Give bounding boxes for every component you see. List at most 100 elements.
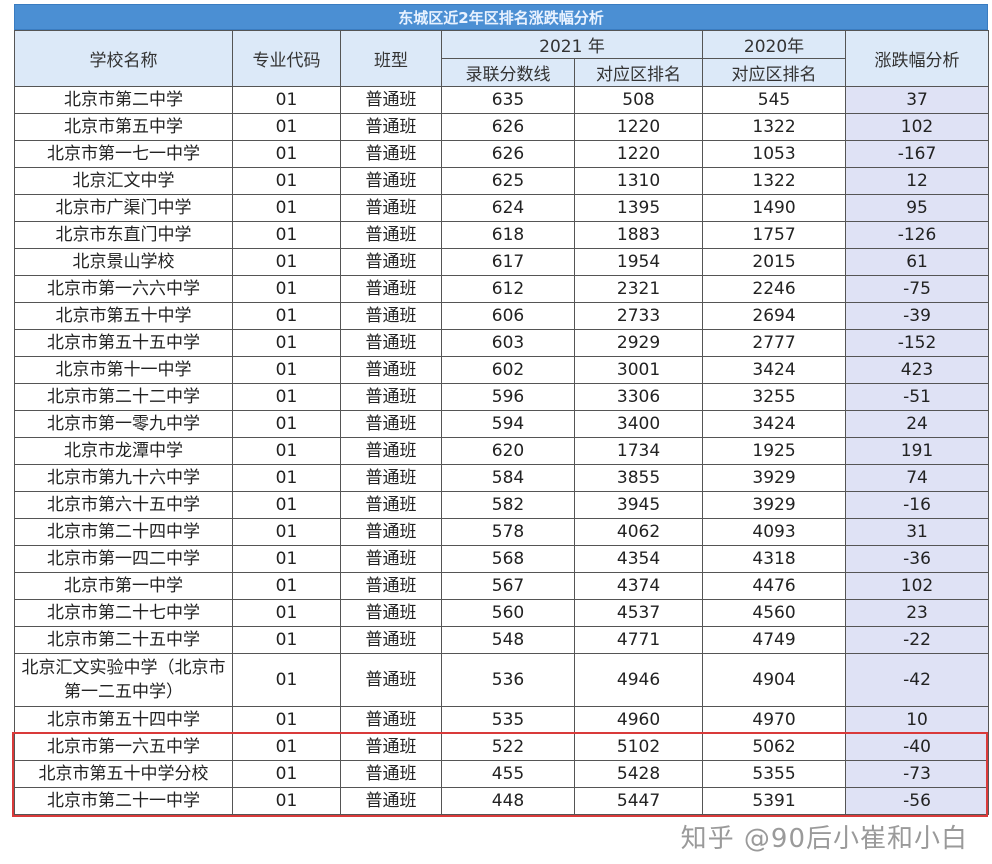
cell-change: -126 (845, 221, 990, 249)
cell-change: 23 (845, 599, 990, 627)
cell-school: 北京市第五十中学 (14, 302, 233, 330)
ranking-table: 学校名称 专业代码 班型 2021 年 2020年 涨跌幅分析 录联分数线 对应… (14, 30, 990, 815)
cell-change: -40 (845, 733, 990, 761)
cell-rank-2020: 4476 (702, 572, 847, 600)
cell-class-type: 普通班 (340, 275, 442, 303)
cell-rank-2021: 4771 (573, 626, 704, 654)
cell-school: 北京市龙潭中学 (14, 437, 233, 465)
cell-school: 北京市广渠门中学 (14, 194, 233, 222)
cell-code: 01 (232, 518, 341, 546)
cell-rank-2020: 3929 (702, 491, 847, 519)
cell-rank-2021: 4062 (573, 518, 704, 546)
cell-code: 01 (232, 383, 341, 411)
cell-rank-2020: 1053 (702, 140, 847, 168)
cell-class-type: 普通班 (340, 491, 442, 519)
table-row: 北京市东直门中学 01 普通班 618 1883 1757 -126 (14, 221, 990, 249)
cell-change: 12 (845, 167, 990, 195)
cell-score: 602 (441, 356, 575, 384)
cell-rank-2020: 1757 (702, 221, 847, 249)
cell-class-type: 普通班 (340, 113, 442, 141)
cell-score: 455 (441, 760, 575, 788)
cell-rank-2021: 5102 (573, 733, 704, 761)
cell-code: 01 (232, 248, 341, 276)
table-row: 北京市第五十四中学 01 普通班 535 4960 4970 10 (14, 706, 990, 734)
cell-score: 618 (441, 221, 575, 249)
cell-school: 北京市第二十四中学 (14, 518, 233, 546)
cell-rank-2021: 1734 (573, 437, 704, 465)
cell-change: -152 (845, 329, 990, 357)
table-row: 北京市第五十五中学 01 普通班 603 2929 2777 -152 (14, 329, 990, 357)
cell-change: 74 (845, 464, 990, 492)
table-row: 北京市第一七一中学 01 普通班 626 1220 1053 -167 (14, 140, 990, 168)
cell-rank-2020: 5355 (702, 760, 847, 788)
cell-score: 596 (441, 383, 575, 411)
cell-school: 北京市东直门中学 (14, 221, 233, 249)
header-class-type: 班型 (340, 30, 442, 87)
cell-code: 01 (232, 545, 341, 573)
table-row: 北京市第五十中学 01 普通班 606 2733 2694 -39 (14, 302, 990, 330)
header-2020: 2020年 (702, 30, 847, 59)
cell-score: 624 (441, 194, 575, 222)
cell-change: -36 (845, 545, 990, 573)
ranking-table-container: 东城区近2年区排名涨跌幅分析 学校名称 专业代码 班型 2021 年 2020年… (14, 4, 990, 815)
cell-code: 01 (232, 437, 341, 465)
cell-change: 102 (845, 113, 990, 141)
cell-rank-2021: 1220 (573, 140, 704, 168)
table-row: 北京市第一四二中学 01 普通班 568 4354 4318 -36 (14, 545, 990, 573)
cell-class-type: 普通班 (340, 787, 442, 815)
table-row: 北京市第二十四中学 01 普通班 578 4062 4093 31 (14, 518, 990, 546)
cell-score: 560 (441, 599, 575, 627)
cell-rank-2020: 2246 (702, 275, 847, 303)
cell-rank-2021: 2321 (573, 275, 704, 303)
cell-class-type: 普通班 (340, 302, 442, 330)
cell-rank-2021: 5428 (573, 760, 704, 788)
header-score: 录联分数线 (441, 58, 575, 87)
cell-rank-2020: 4970 (702, 706, 847, 734)
cell-change: 24 (845, 410, 990, 438)
cell-rank-2020: 4093 (702, 518, 847, 546)
cell-score: 536 (441, 653, 575, 707)
cell-code: 01 (232, 356, 341, 384)
cell-code: 01 (232, 329, 341, 357)
table-row: 北京市第一中学 01 普通班 567 4374 4476 102 (14, 572, 990, 600)
cell-score: 626 (441, 140, 575, 168)
cell-rank-2021: 4354 (573, 545, 704, 573)
table-row: 北京市第五中学 01 普通班 626 1220 1322 102 (14, 113, 990, 141)
cell-change: -75 (845, 275, 990, 303)
cell-class-type: 普通班 (340, 464, 442, 492)
cell-score: 594 (441, 410, 575, 438)
cell-school: 北京市第一四二中学 (14, 545, 233, 573)
cell-school: 北京汇文实验中学（北京市第一二五中学） (14, 653, 233, 707)
cell-code: 01 (232, 221, 341, 249)
cell-class-type: 普通班 (340, 383, 442, 411)
cell-rank-2020: 2015 (702, 248, 847, 276)
cell-rank-2020: 5391 (702, 787, 847, 815)
cell-class-type: 普通班 (340, 167, 442, 195)
watermark: 知乎 @90后小崔和小白 (680, 824, 968, 854)
cell-school: 北京市第五十四中学 (14, 706, 233, 734)
cell-change: 102 (845, 572, 990, 600)
cell-school: 北京市第九十六中学 (14, 464, 233, 492)
table-row: 北京市第五十中学分校 01 普通班 455 5428 5355 -73 (14, 760, 990, 788)
cell-code: 01 (232, 194, 341, 222)
cell-rank-2021: 5447 (573, 787, 704, 815)
cell-code: 01 (232, 302, 341, 330)
cell-code: 01 (232, 572, 341, 600)
cell-rank-2021: 4946 (573, 653, 704, 707)
cell-rank-2020: 5062 (702, 733, 847, 761)
cell-code: 01 (232, 275, 341, 303)
cell-class-type: 普通班 (340, 518, 442, 546)
cell-rank-2020: 2777 (702, 329, 847, 357)
table-row: 北京市第二十七中学 01 普通班 560 4537 4560 23 (14, 599, 990, 627)
header-2021: 2021 年 (440, 30, 704, 59)
cell-rank-2020: 3424 (702, 410, 847, 438)
cell-score: 625 (441, 167, 575, 195)
cell-school: 北京市第二中学 (14, 86, 233, 114)
header-code: 专业代码 (232, 30, 341, 87)
cell-score: 548 (441, 626, 575, 654)
cell-class-type: 普通班 (340, 410, 442, 438)
cell-class-type: 普通班 (340, 248, 442, 276)
table-row: 北京市第十一中学 01 普通班 602 3001 3424 423 (14, 356, 990, 384)
cell-class-type: 普通班 (340, 437, 442, 465)
table-row: 北京汇文实验中学（北京市第一二五中学） 01 普通班 536 4946 4904 -42 (14, 653, 990, 707)
